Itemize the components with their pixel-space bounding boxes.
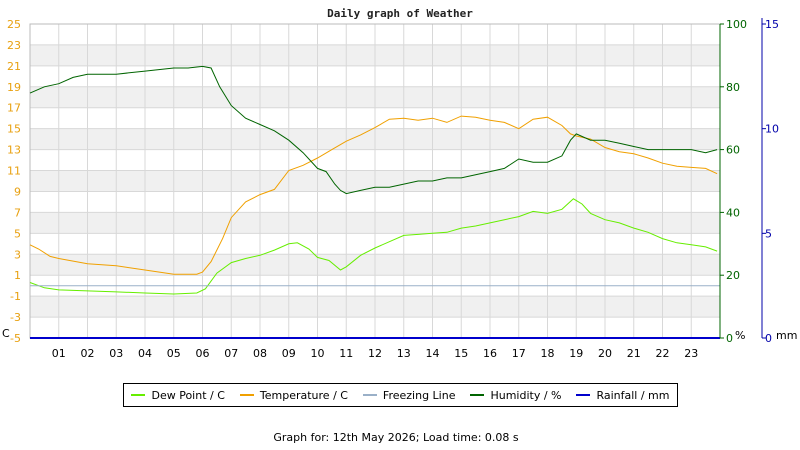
y-left-tick-label: 11 (7, 165, 21, 178)
legend-swatch-temperature (239, 394, 254, 396)
x-tick-label: 02 (81, 347, 95, 360)
legend-swatch-humidity (470, 394, 485, 396)
y-left-tick-label: -1 (10, 290, 21, 303)
x-tick-label: 17 (512, 347, 526, 360)
y-rain-unit: mm (776, 329, 797, 342)
series-temperature (29, 115, 718, 275)
y-left-tick-label: 5 (14, 227, 21, 240)
x-tick-label: 04 (138, 347, 152, 360)
x-tick-label: 10 (311, 347, 325, 360)
x-tick-label: 15 (454, 347, 468, 360)
y-rain-tick-label: 10 (765, 123, 779, 136)
legend-item-dew-point: Dew Point / C (131, 388, 225, 402)
series-dew-point (29, 198, 718, 295)
legend-label-freezing-line: Freezing Line (382, 388, 456, 402)
chart-title: Daily graph of Weather (327, 7, 473, 20)
y-left-tick-label: 15 (7, 123, 21, 136)
y-rain-tick-label: 0 (765, 332, 772, 345)
x-tick-label: 19 (569, 347, 583, 360)
x-tick-label: 11 (339, 347, 353, 360)
y-humidity-tick-label: 60 (726, 144, 740, 157)
x-tick-label: 06 (196, 347, 210, 360)
y-left-tick-label: 7 (14, 206, 21, 219)
y-humidity-tick-label: 20 (726, 269, 740, 282)
chart-legend: Dew Point / C Temperature / C Freezing L… (123, 383, 678, 407)
y-left-tick-label: -3 (10, 311, 21, 324)
y-left-tick-label: 21 (7, 60, 21, 73)
legend-label-humidity: Humidity / % (490, 388, 562, 402)
legend-item-rainfall: Rainfall / mm (576, 389, 669, 402)
x-tick-label: 23 (684, 347, 698, 360)
legend-label-temperature: Temperature / C (259, 388, 348, 402)
x-tick-label: 13 (397, 347, 411, 360)
y-left-unit: C (2, 327, 10, 340)
legend-label-rainfall: Rainfall / mm (596, 388, 670, 402)
legend-swatch-freezing-line (362, 394, 377, 396)
x-tick-label: 08 (253, 347, 267, 360)
x-tick-label: 01 (52, 347, 66, 360)
x-tick-label: 16 (483, 347, 497, 360)
x-tick-label: 18 (541, 347, 555, 360)
y-left-tick-label: 17 (7, 102, 21, 115)
legend-swatch-dew-point (131, 394, 146, 396)
y-left-tick-label: -5 (10, 332, 21, 345)
x-tick-label: 05 (167, 347, 181, 360)
y-left-tick-label: 19 (7, 81, 21, 94)
x-tick-label: 21 (627, 347, 641, 360)
footer-status: Graph for: 12th May 2026; Load time: 0.0… (273, 431, 519, 444)
legend-item-temperature: Temperature / C (239, 388, 348, 402)
legend-label-dew-point: Dew Point / C (151, 388, 225, 402)
y-humidity-unit: % (735, 329, 745, 342)
y-left-tick-label: 1 (14, 269, 21, 282)
x-tick-label: 22 (656, 347, 670, 360)
x-tick-label: 09 (282, 347, 296, 360)
y-humidity-tick-label: 40 (726, 206, 740, 219)
y-humidity-tick-label: 0 (726, 332, 733, 345)
x-tick-label: 07 (224, 347, 238, 360)
x-tick-label: 20 (598, 347, 612, 360)
y-left-tick-label: 3 (14, 248, 21, 261)
x-tick-label: 12 (368, 347, 382, 360)
legend-item-humidity: Humidity / % (470, 389, 561, 402)
y-humidity-tick-label: 100 (726, 18, 747, 31)
y-humidity-tick-label: 80 (726, 81, 740, 94)
series-humidity (29, 65, 718, 195)
y-rain-tick-label: 5 (765, 227, 772, 240)
x-tick-label: 14 (426, 347, 440, 360)
y-left-tick-label: 23 (7, 39, 21, 52)
y-rain-tick-label: 15 (765, 18, 779, 31)
y-left-tick-label: 9 (14, 185, 21, 198)
legend-item-freezing-line: Freezing Line (362, 388, 456, 402)
y-left-tick-label: 25 (7, 18, 21, 31)
legend-swatch-rainfall (576, 394, 591, 396)
y-left-tick-label: 13 (7, 144, 21, 157)
series-layer (29, 65, 720, 339)
x-tick-label: 03 (109, 347, 123, 360)
